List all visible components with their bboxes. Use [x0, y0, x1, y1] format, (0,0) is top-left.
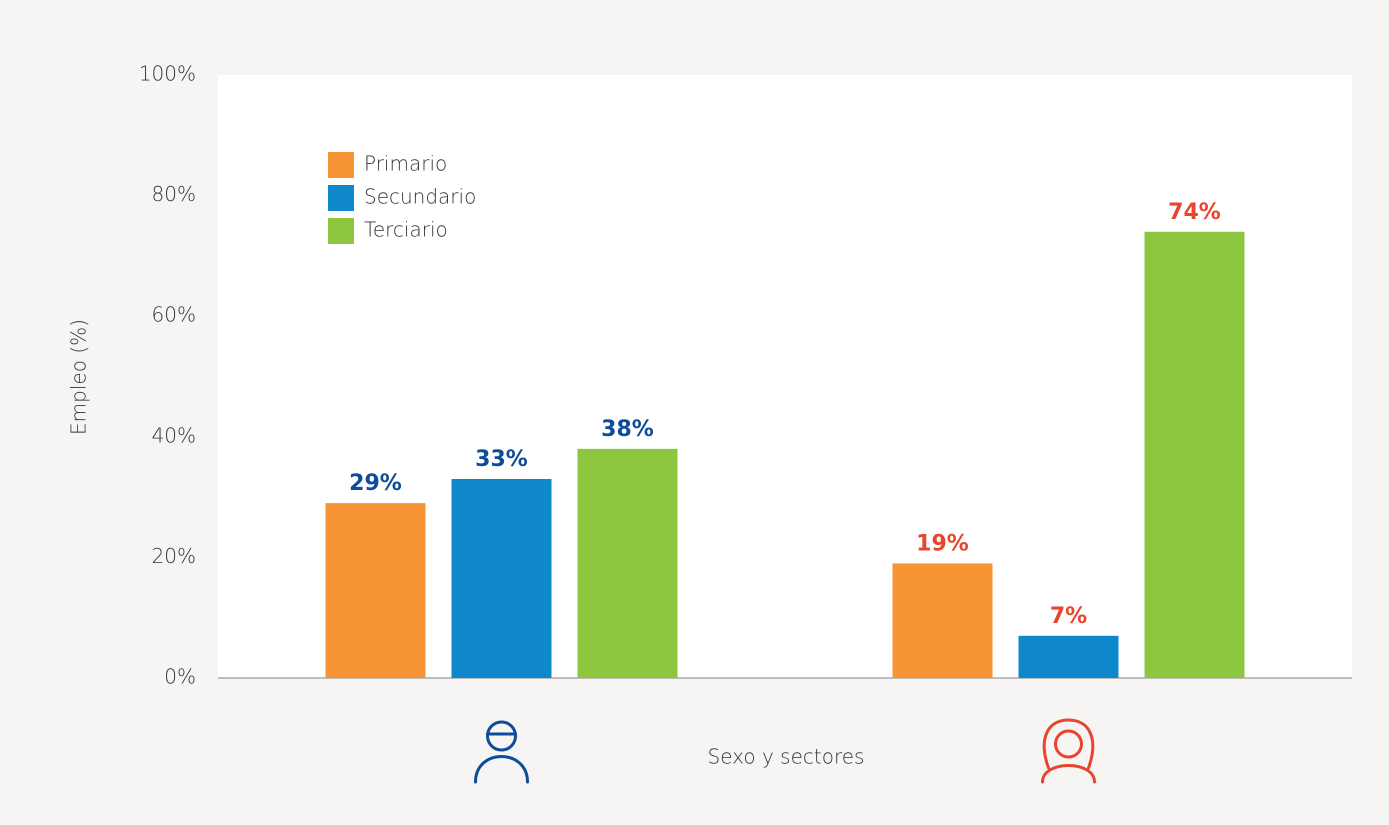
- value-label: 7%: [1050, 604, 1087, 629]
- legend-swatch: [328, 152, 354, 178]
- legend-label: Primario: [364, 152, 447, 176]
- female-icon-body: [1041, 764, 1096, 784]
- legend-swatch: [328, 218, 354, 244]
- value-label: 38%: [601, 417, 654, 442]
- legend-swatch: [328, 185, 354, 211]
- y-tick-label: 0%: [164, 665, 196, 689]
- value-label: 74%: [1168, 200, 1221, 225]
- bar: [577, 448, 678, 678]
- male-icon-head: [486, 720, 517, 752]
- x-axis-label: Sexo y sectores: [708, 745, 865, 769]
- bar: [892, 563, 993, 678]
- bar: [1018, 635, 1119, 678]
- y-tick-label: 20%: [152, 544, 196, 568]
- bar: [451, 479, 552, 678]
- y-tick-label: 80%: [152, 182, 196, 206]
- y-tick-label: 100%: [139, 62, 196, 86]
- bar: [1144, 231, 1245, 678]
- y-tick-label: 40%: [152, 423, 196, 447]
- female-icon-hair: [1042, 718, 1095, 770]
- value-label: 19%: [916, 531, 969, 556]
- bar: [325, 503, 426, 678]
- male-icon-body: [474, 755, 529, 784]
- legend-label: Secundario: [364, 185, 476, 209]
- y-tick-label: 60%: [152, 303, 196, 327]
- value-label: 29%: [349, 471, 402, 496]
- y-axis-label: Empleo (%): [67, 319, 91, 435]
- legend-label: Terciario: [364, 218, 448, 242]
- value-label: 33%: [475, 447, 528, 472]
- female-icon-face: [1054, 729, 1083, 759]
